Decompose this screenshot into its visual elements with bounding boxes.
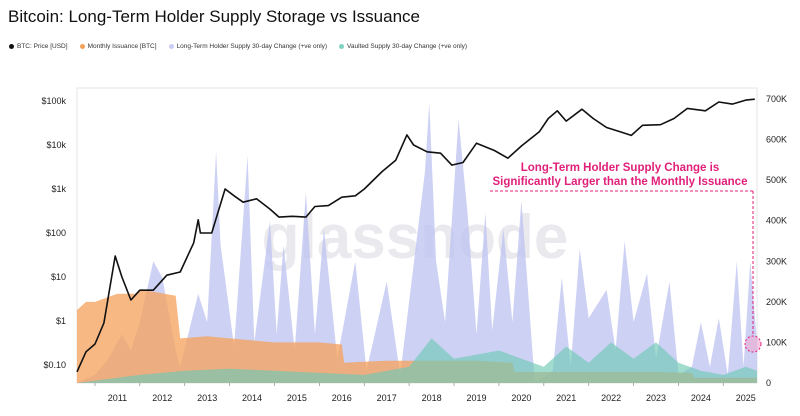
series-btc-price xyxy=(76,98,755,373)
y-right-tick-label: 300K xyxy=(766,256,787,266)
y-left-tick-label: $10 xyxy=(51,272,66,282)
series-lth-supply-change xyxy=(77,103,757,383)
x-tick-label: 2011 xyxy=(108,393,127,403)
series-monthly-issuance xyxy=(77,289,757,383)
legend-swatch-vaulted xyxy=(339,44,345,49)
y-right-tick-label: 200K xyxy=(766,297,787,307)
x-tick-label: 2015 xyxy=(287,393,307,403)
y-left-tick-label: $1 xyxy=(56,316,66,326)
legend-swatch-price xyxy=(9,44,14,49)
legend: BTC: Price [USD] Monthly Issuance [BTC] … xyxy=(9,43,467,50)
y-right-tick-label: 0 xyxy=(766,378,771,388)
y-right-tick-label: 600K xyxy=(766,135,787,145)
annotation-highlight-circle xyxy=(744,335,762,353)
legend-item-price[interactable]: BTC: Price [USD] xyxy=(9,43,68,50)
legend-label-issuance: Monthly Issuance [BTC] xyxy=(87,43,157,50)
x-tick-label: 2025 xyxy=(736,393,756,403)
x-tick-label: 2018 xyxy=(422,393,442,403)
y-left-tick-label: $100k xyxy=(41,96,66,106)
legend-label-lth-change: Long-Term Holder Supply 30-day Change (+… xyxy=(176,43,328,50)
x-tick-label: 2020 xyxy=(511,393,531,403)
legend-label-price: BTC: Price [USD] xyxy=(17,43,68,50)
x-tick-label: 2014 xyxy=(242,393,262,403)
annotation-line-1: Long-Term Holder Supply Change is xyxy=(521,162,720,174)
x-tick-label: 2016 xyxy=(332,393,352,403)
legend-item-issuance[interactable]: Monthly Issuance [BTC] xyxy=(79,43,157,50)
series-vaulted-supply-change xyxy=(77,338,757,383)
y-left-tick-label: $0.10 xyxy=(43,360,66,370)
x-tick-label: 2023 xyxy=(646,393,666,403)
x-tick-label: 2024 xyxy=(691,393,711,403)
y-right-tick-label: 100K xyxy=(766,337,787,347)
legend-label-vaulted: Vaulted Supply 30-day Change (+ve only) xyxy=(347,43,468,50)
legend-swatch-lth-change xyxy=(168,44,174,49)
x-tick-label: 2019 xyxy=(466,393,486,403)
x-tick-label: 2017 xyxy=(377,393,397,403)
y-left-tick-label: $100 xyxy=(46,228,66,238)
x-tick-label: 2012 xyxy=(152,393,172,403)
x-tick-label: 2022 xyxy=(601,393,621,403)
y-left-tick-label: $1k xyxy=(51,184,66,194)
legend-swatch-issuance xyxy=(79,44,85,49)
y-right-tick-label: 700K xyxy=(766,94,787,104)
x-tick-label: 2021 xyxy=(556,393,576,403)
chart-title: Bitcoin: Long-Term Holder Supply Storage… xyxy=(8,7,420,26)
y-right-tick-label: 500K xyxy=(766,175,787,185)
legend-item-vaulted[interactable]: Vaulted Supply 30-day Change (+ve only) xyxy=(339,43,467,50)
y-right-tick-label: 400K xyxy=(766,216,787,226)
annotation-line-2: Significantly Larger than the Monthly Is… xyxy=(493,176,748,188)
legend-item-lth-change[interactable]: Long-Term Holder Supply 30-day Change (+… xyxy=(168,43,328,50)
x-tick-label: 2013 xyxy=(197,393,217,403)
y-left-tick-label: $10k xyxy=(46,140,66,150)
